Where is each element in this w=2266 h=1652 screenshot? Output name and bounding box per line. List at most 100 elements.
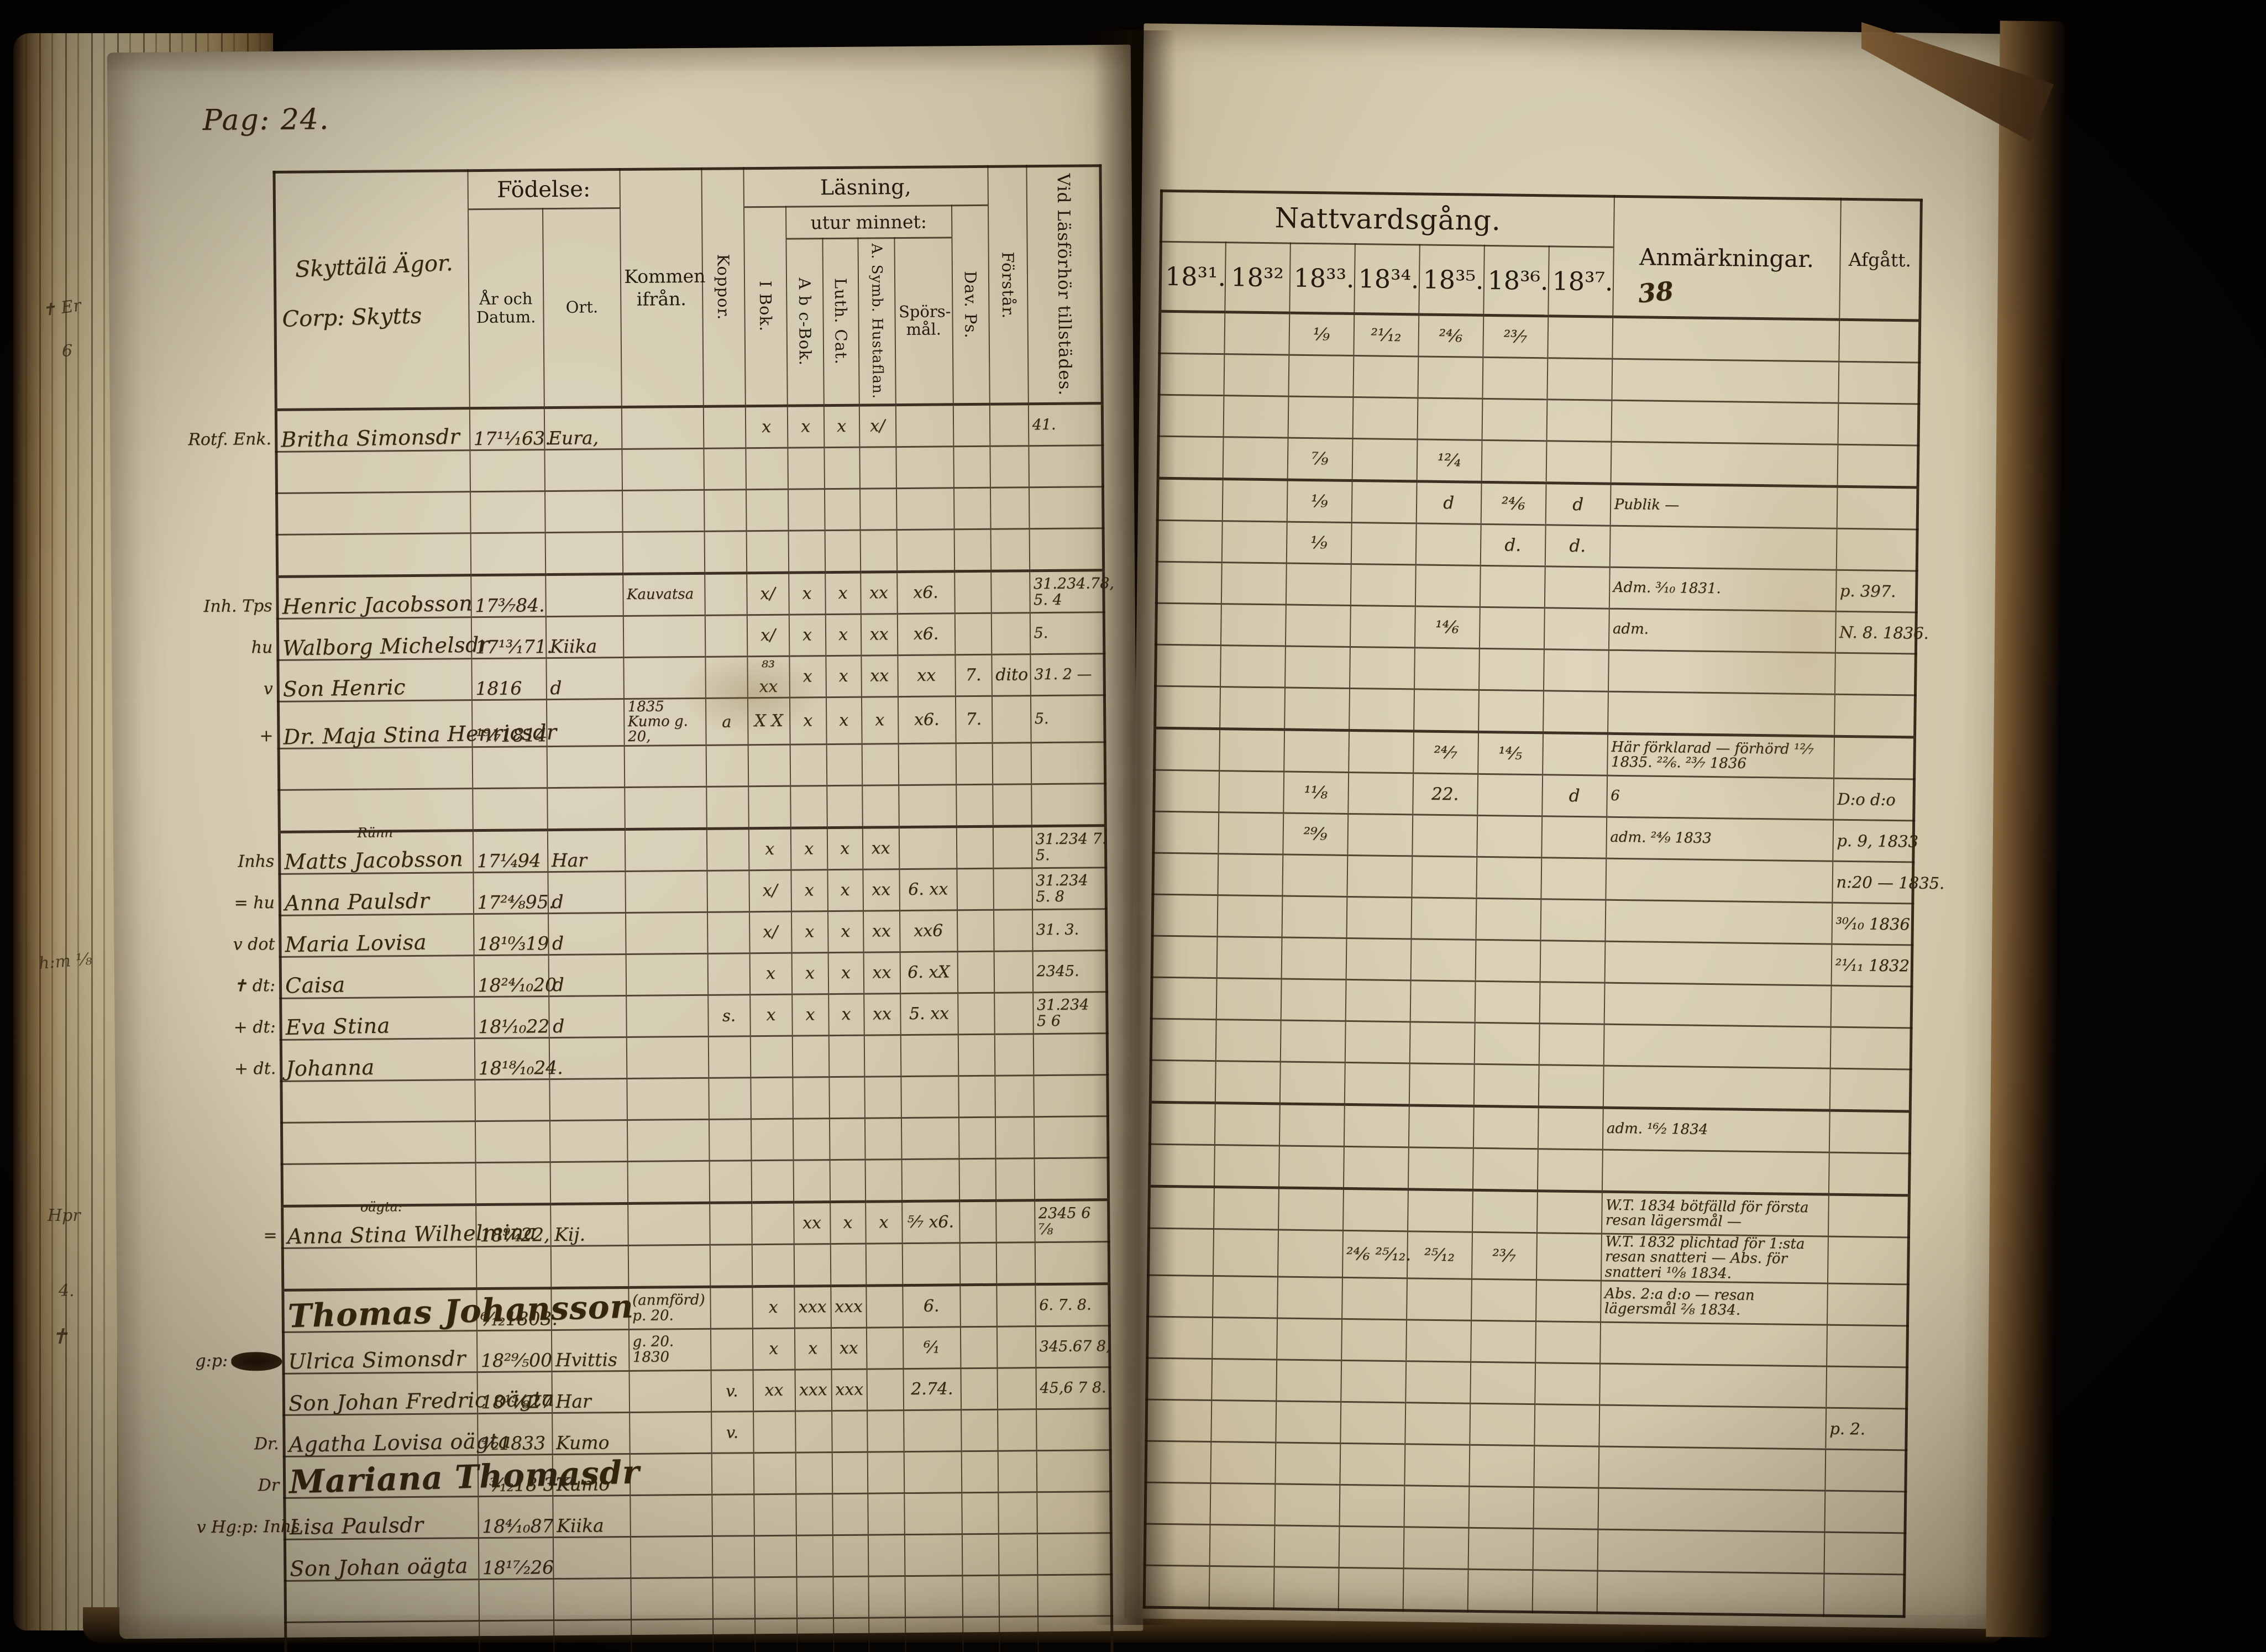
header-luth-cat: Luth. Cat.	[822, 238, 859, 406]
cell-davps	[962, 1575, 999, 1617]
cell-communion-1836	[1475, 981, 1540, 1024]
cell-abc: x	[794, 1328, 832, 1370]
cell-birth-date: 17²⁴⁄₈95.	[473, 872, 554, 914]
cell-abc	[792, 1077, 830, 1119]
cell-afgatt: p. 2.	[1825, 1407, 1907, 1450]
cell-ibok	[753, 1410, 796, 1453]
cell-vid-lasforhor: 31. 2 —	[1030, 653, 1105, 696]
cell-luth	[829, 1118, 866, 1160]
cell-communion-1835	[1417, 356, 1483, 399]
cell-sporsmal: 2.74.	[903, 1368, 961, 1410]
cell-abc: xxx	[795, 1369, 832, 1411]
cell-birth-place	[545, 574, 623, 617]
cell-communion-1834	[1352, 355, 1418, 398]
cell-communion-1832	[1224, 312, 1289, 355]
cell-sporsmal	[898, 784, 957, 827]
cell-hustaflan	[864, 1076, 901, 1118]
cell-abc: x	[791, 994, 829, 1036]
cell-koppor	[707, 911, 750, 954]
cell-communion-1836	[1476, 815, 1542, 858]
cell-forstar	[996, 1284, 1036, 1326]
cell-kommen-ifran	[625, 912, 708, 955]
cell-sporsmal: ⁵⁄₇ x6.	[901, 1200, 960, 1244]
cell-communion-1832	[1210, 1441, 1276, 1484]
cell-communion-1836	[1478, 648, 1544, 691]
cell-birth-date	[470, 491, 545, 533]
cell-sporsmal	[899, 826, 957, 869]
row-margin-label: Rotf. Enk.	[188, 429, 272, 449]
cell-abc: x	[791, 911, 828, 953]
cell-hustaflan	[859, 488, 897, 530]
margin-note: 4.	[59, 1281, 75, 1300]
cell-hustaflan: x/	[859, 405, 896, 447]
table-row: = hu Anna Paulsdr 17²⁴⁄₈95. d x/x x xx 6. xx 31.…	[234, 867, 1106, 916]
cell-communion-1837	[1543, 690, 1608, 734]
cell-sporsmal	[904, 1492, 962, 1535]
header-afgatt: Afgått.	[1839, 199, 1922, 321]
cell-afgatt	[1830, 1027, 1912, 1069]
row-margin-label: v	[263, 679, 273, 699]
cell-communion-1833	[1278, 1187, 1344, 1231]
cell-hustaflan	[868, 1534, 905, 1576]
cell-anmarkning	[1605, 900, 1832, 945]
table-row	[1144, 1565, 1905, 1617]
cell-communion-1831	[1145, 1523, 1210, 1566]
cell-anmarkning	[1612, 317, 1839, 362]
cell-communion-1833	[1279, 1061, 1345, 1105]
cell-communion-1835	[1415, 564, 1481, 607]
cell-communion-1834	[1338, 1567, 1404, 1611]
cell-forstar	[993, 826, 1032, 868]
cell-kommen-ifran	[626, 1036, 709, 1079]
header-fodelse: Födelse:	[467, 169, 620, 209]
row-margin-label: v dot	[233, 934, 275, 955]
cell-hustaflan	[867, 1493, 905, 1535]
cell-forstar	[989, 403, 1029, 447]
page-number: Pag: 24.	[202, 103, 330, 137]
cell-communion-1832	[1216, 936, 1282, 979]
cell-birth-place: d	[548, 912, 626, 955]
table-row: v Hg:p: Inhs Lisa Paulsdr 18⁴⁄₁₀87 Kiika	[197, 1491, 1111, 1540]
cell-davps	[954, 613, 992, 655]
cell-communion-1832	[1214, 1103, 1280, 1146]
cell-hustaflan	[859, 447, 896, 489]
cell-communion-1834	[1346, 896, 1412, 939]
cell-ibok: x/	[747, 614, 789, 657]
cell-abc	[788, 530, 825, 573]
cell-communion-1834	[1349, 688, 1414, 731]
cell-communion-1833	[1283, 730, 1349, 773]
cell-davps	[957, 992, 995, 1035]
cell-kommen-ifran	[627, 1161, 710, 1204]
cell-communion-1832	[1218, 770, 1284, 814]
table-row	[282, 1241, 1109, 1291]
cell-communion-1834	[1349, 647, 1415, 689]
cell-sporsmal	[895, 446, 954, 489]
cell-davps	[956, 742, 993, 785]
cell-sporsmal	[900, 1076, 959, 1118]
cell-vid-lasforhor: 41.	[1028, 403, 1103, 446]
cell-communion-1833	[1274, 1483, 1340, 1527]
cell-luth: x	[828, 952, 864, 994]
cell-communion-1836	[1468, 1445, 1534, 1487]
cell-communion-1837: d	[1541, 774, 1607, 817]
table-row	[277, 528, 1104, 577]
cell-communion-1831	[1152, 936, 1218, 978]
cell-communion-1836: d.	[1480, 524, 1546, 567]
cell-communion-1832	[1211, 1359, 1277, 1401]
header-abc-bok: A b c-Bok.	[785, 238, 824, 406]
cell-hustaflan: xx	[862, 869, 900, 911]
cell-name: = oägta: Anna Stina Wilhelmina	[263, 1199, 537, 1249]
cell-ibok	[753, 1452, 796, 1494]
cell-davps	[961, 1409, 998, 1451]
row-margin-label: ✝ dt:	[233, 976, 276, 996]
header-ar-datum: År och Datum.	[468, 208, 544, 408]
cell-afgatt	[1827, 1283, 1908, 1326]
cell-birth-place: Kiika	[545, 616, 623, 658]
cell-birth-date	[470, 532, 545, 575]
person-name: Son Johan oägta	[289, 1553, 469, 1581]
cell-name: hu Walborg Michelsdr	[251, 617, 490, 660]
cell-birth-date: 17¹¹⁄₁63.	[469, 407, 551, 450]
cell-name: ✝ dt: Caisa	[233, 955, 474, 999]
cell-ibok: x	[752, 1286, 795, 1329]
hamlet-header: Skyttälä Ägor. Corp: Skytts	[274, 170, 470, 410]
cell-forstar	[995, 1116, 1035, 1158]
